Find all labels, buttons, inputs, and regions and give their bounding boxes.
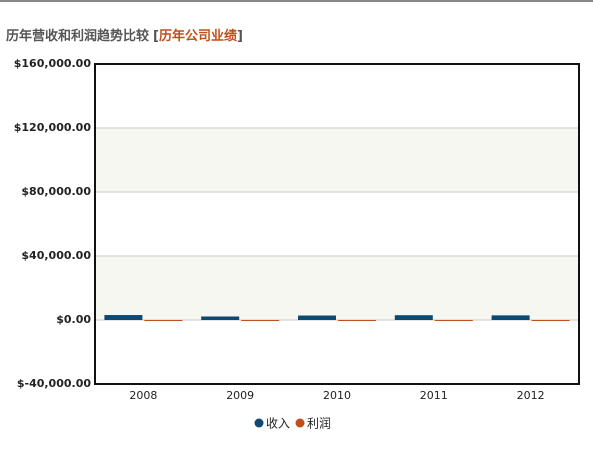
bar [531, 320, 570, 321]
y-tick-label: $40,000.00 [21, 249, 91, 262]
x-tick-label: 2009 [226, 389, 254, 402]
x-tick-label: 2008 [129, 389, 157, 402]
bar [434, 320, 473, 321]
chart-title: 历年营收和利润趋势比较 [历年公司业绩] [6, 28, 243, 44]
legend-marker [254, 418, 264, 428]
link-close: ] [237, 29, 243, 44]
bar [394, 315, 433, 320]
y-tick-label: $80,000.00 [21, 185, 91, 198]
title-link[interactable]: 历年公司业绩 [159, 28, 237, 44]
y-tick-label: $0.00 [56, 313, 91, 326]
y-tick-label: $160,000.00 [14, 57, 92, 70]
plot-band [95, 256, 579, 320]
legend-label[interactable]: 收入 [266, 417, 290, 431]
x-tick-label: 2011 [420, 389, 448, 402]
title-text: 历年营收和利润趋势比较 [6, 28, 149, 44]
bar [338, 320, 376, 321]
bar [104, 315, 143, 320]
bar [491, 315, 530, 320]
bar [241, 320, 280, 321]
y-tick-label: $-40,000.00 [17, 377, 91, 390]
link-open: [ [153, 29, 159, 44]
x-tick-label: 2010 [323, 389, 351, 402]
bar [298, 315, 336, 320]
legend-label[interactable]: 利润 [307, 417, 331, 431]
bar [201, 316, 240, 320]
plot-border [94, 63, 580, 385]
legend-marker [295, 418, 305, 428]
bar [144, 320, 183, 321]
y-tick-label: $120,000.00 [14, 121, 92, 134]
x-tick-label: 2012 [517, 389, 545, 402]
plot-band [95, 128, 579, 192]
